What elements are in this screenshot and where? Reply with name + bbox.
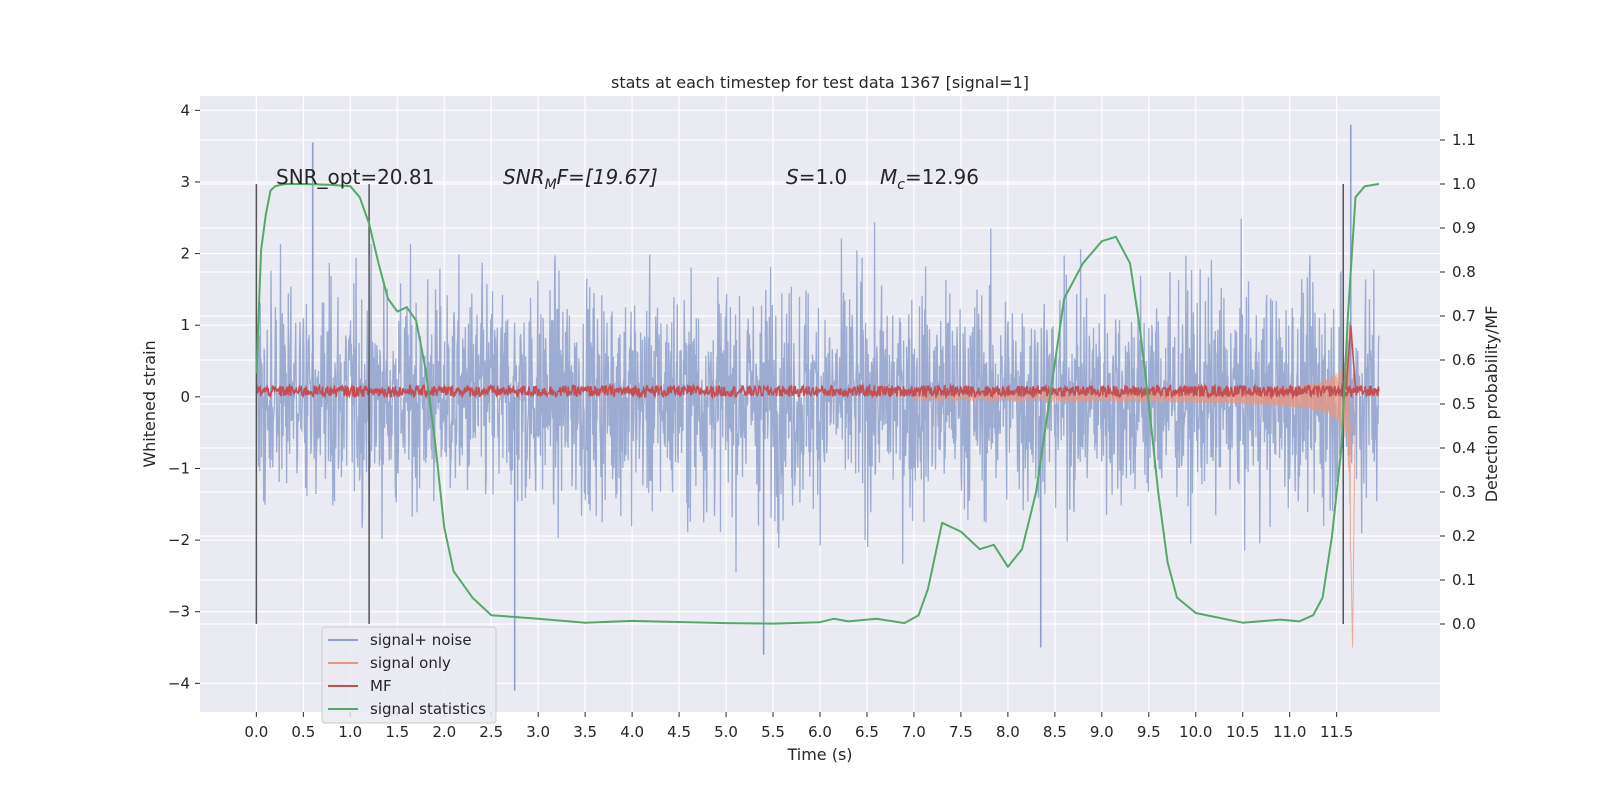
- annotation-mc: Mc=12.96: [880, 165, 979, 193]
- annotation-snr-mf: SNRMF=[19.67]: [503, 165, 658, 193]
- y-tick-label: −1: [168, 459, 190, 477]
- y-axis-right-label: Detection probability/MF: [1482, 306, 1501, 503]
- y-right-tick-label: 0.1: [1452, 571, 1476, 589]
- y-axis-label: Whitened strain: [140, 340, 159, 467]
- y-right-tick-label: 0.4: [1452, 439, 1476, 457]
- y-right-tick-label: 0.3: [1452, 483, 1476, 501]
- y-tick-label: 1: [180, 316, 190, 334]
- x-tick-label: 3.5: [573, 723, 597, 741]
- series-line-mf: [255, 382, 1380, 400]
- y-tick-label: −2: [168, 531, 190, 549]
- series-mf: [255, 325, 1380, 400]
- y-right-tick-label: 0.0: [1452, 615, 1476, 633]
- annotation-snr-opt: SNR_opt=20.81: [276, 165, 434, 189]
- annotation-snr-mf-label: SNR: [503, 165, 545, 189]
- y-tick-label: 0: [180, 388, 190, 406]
- chart-title: stats at each timestep for test data 136…: [611, 73, 1029, 92]
- x-axis-label: Time (s): [786, 745, 852, 764]
- y-axis-right-ticks: 1.1 1.0 0.9 0.8 0.7 0.6 0.5 0.4 0.3 0.2 0.1 0.0: [1440, 131, 1476, 633]
- x-tick-label: 3.0: [526, 723, 550, 741]
- x-tick-label: 8.5: [1043, 723, 1067, 741]
- y-right-tick-label: 0.6: [1452, 351, 1476, 369]
- x-tick-label: 7.5: [949, 723, 973, 741]
- annotation-mc-sub: c: [897, 177, 905, 193]
- x-tick-label: 6.0: [808, 723, 832, 741]
- annotation-mc-label: M: [880, 165, 897, 189]
- x-tick-label: 11.5: [1320, 723, 1353, 741]
- annotation-snr-mf-value: F=[19.67]: [557, 165, 658, 189]
- x-tick-label: 9.5: [1137, 723, 1161, 741]
- series-line-signal-statistics: [255, 183, 1380, 625]
- x-tick-label: 9.0: [1090, 723, 1114, 741]
- x-tick-label: 1.0: [338, 723, 362, 741]
- y-right-tick-label: 0.8: [1452, 263, 1476, 281]
- x-tick-label: 4.0: [620, 723, 644, 741]
- y-tick-label: 3: [180, 173, 190, 191]
- x-tick-label: 8.0: [996, 723, 1020, 741]
- annotation-s-value: =1.0: [799, 165, 848, 189]
- series-line-signal-plus-noise: [255, 218, 1380, 573]
- series-peak-mf: [1345, 325, 1357, 390]
- x-tick-label: 6.5: [855, 723, 879, 741]
- y-tick-label: −4: [168, 674, 190, 692]
- legend-box: [321, 626, 497, 724]
- legend: signal+ noise signal only MF signal stat…: [321, 626, 497, 724]
- x-tick-label: 2.0: [432, 723, 456, 741]
- x-tick-label: 2.5: [479, 723, 503, 741]
- legend-label-signal-plus-noise: signal+ noise: [370, 631, 472, 649]
- y-right-tick-label: 0.5: [1452, 395, 1476, 413]
- x-tick-label: 7.0: [902, 723, 926, 741]
- y-right-tick-label: 0.9: [1452, 219, 1476, 237]
- y-right-tick-label: 1.0: [1452, 175, 1476, 193]
- legend-label-mf: MF: [370, 677, 392, 695]
- x-tick-label: 0.5: [291, 723, 315, 741]
- annotation-s: S=1.0: [786, 165, 847, 189]
- y-tick-label: 4: [180, 101, 190, 119]
- series-signal-statistics: [255, 183, 1380, 625]
- x-tick-label: 5.0: [714, 723, 738, 741]
- x-tick-label: 5.5: [761, 723, 785, 741]
- y-axis-ticks: 4 3 2 1 0 −1 −2 −3 −4: [168, 101, 200, 692]
- y-right-tick-label: 1.1: [1452, 131, 1476, 149]
- y-right-tick-label: 0.7: [1452, 307, 1476, 325]
- x-tick-label: 4.5: [667, 723, 691, 741]
- x-tick-label: 0.0: [244, 723, 268, 741]
- y-tick-label: 2: [180, 245, 190, 263]
- annotation-snr-mf-sub: M: [545, 177, 557, 193]
- y-right-tick-label: 0.2: [1452, 527, 1476, 545]
- annotation-s-label: S: [786, 165, 799, 189]
- legend-label-signal-statistics: signal statistics: [370, 700, 486, 718]
- x-axis-ticks: 0.0 0.5 1.0 1.5 2.0 2.5 3.0 3.5 4.0 4.5 5.0 5.5 6.0 6…: [244, 712, 1353, 741]
- legend-label-signal-only: signal only: [370, 654, 451, 672]
- x-tick-label: 11.0: [1273, 723, 1306, 741]
- annotation-mc-value: =12.96: [905, 165, 979, 189]
- x-tick-label: 10.0: [1179, 723, 1212, 741]
- x-tick-label: 1.5: [385, 723, 409, 741]
- y-tick-label: −3: [168, 603, 190, 621]
- x-tick-label: 10.5: [1226, 723, 1259, 741]
